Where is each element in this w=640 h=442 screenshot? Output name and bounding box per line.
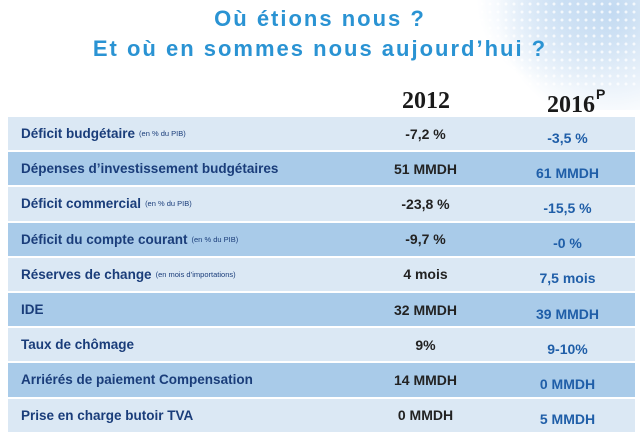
row-label: Déficit du compte courant (en % du PIB)	[21, 223, 238, 256]
column-header-2016-superscript: P	[596, 86, 606, 102]
indicators-table: Déficit budgétaire (en % du PIB) -7,2 % -…	[8, 117, 635, 434]
row-label-text: Déficit du compte courant	[21, 231, 188, 247]
row-label-note: (en % du PIB)	[139, 129, 186, 139]
value-2012: -23,8 %	[401, 195, 450, 212]
row-label-text: Prise en charge butoir TVA	[21, 407, 194, 423]
row-label: Prise en charge butoir TVA	[21, 399, 197, 432]
value-2016: -15,5 %	[543, 199, 592, 216]
value-2012: 14 MMDH	[393, 371, 457, 388]
value-2016: 5 MMDH	[539, 411, 596, 428]
row-label-text: Déficit commercial	[21, 196, 142, 212]
table-row: Arriérés de paiement Compensation 14 MMD…	[8, 363, 635, 399]
value-2016: 39 MMDH	[535, 305, 599, 322]
row-label: Déficit commercial (en % du PIB)	[21, 187, 192, 220]
row-label-note: (en mois d’importations)	[155, 269, 236, 279]
value-2016: 0 MMDH	[539, 375, 596, 392]
column-header-2016-year: 2016	[547, 92, 595, 118]
value-2016: -3,5 %	[547, 129, 588, 146]
value-2012: 9%	[415, 336, 436, 353]
value-2016: -0 %	[553, 235, 582, 252]
row-label: Dépenses d’investissement budgétaires	[21, 152, 282, 185]
table-row: Taux de chômage 9% 9-10%	[8, 328, 635, 364]
value-2012: 32 MMDH	[393, 301, 457, 318]
row-label: Déficit budgétaire (en % du PIB)	[21, 117, 186, 150]
table-row: Déficit budgétaire (en % du PIB) -7,2 % -…	[8, 117, 635, 153]
value-2012: 4 mois	[403, 266, 448, 283]
column-header-2012: 2012	[402, 88, 450, 114]
row-label-text: Taux de chômage	[21, 337, 135, 353]
row-label-text: Dépenses d’investissement budgétaires	[21, 161, 279, 177]
row-label: IDE	[21, 293, 48, 326]
value-2016: 61 MMDH	[535, 164, 599, 181]
table-row: Déficit commercial (en % du PIB) -23,8 % …	[8, 187, 635, 223]
row-label: Taux de chômage	[21, 328, 138, 361]
table-row: Déficit du compte courant (en % du PIB) -…	[8, 222, 635, 258]
row-label-text: Réserves de change	[21, 266, 152, 282]
value-2016: 9-10%	[547, 340, 588, 357]
table-row: Dépenses d’investissement budgétaires 51…	[8, 152, 635, 188]
dot-pattern-decoration	[470, 0, 640, 90]
table-row: Prise en charge butoir TVA 0 MMDH 5 MMDH	[8, 398, 635, 434]
row-label-text: Arriérés de paiement Compensation	[21, 372, 253, 388]
column-header-2016: 2016P	[547, 86, 605, 119]
row-label-note: (en % du PIB)	[191, 234, 239, 244]
row-label-text: Déficit budgétaire	[21, 126, 136, 142]
row-label: Réserves de change (en mois d’importation…	[21, 258, 236, 291]
page-title-line-1: Où étions nous ?	[214, 6, 426, 31]
value-2012: -9,7 %	[405, 231, 446, 248]
value-2016: 7,5 mois	[539, 270, 596, 287]
value-2012: 51 MMDH	[393, 160, 457, 177]
row-label-note: (en % du PIB)	[145, 199, 192, 209]
value-2012: -7,2 %	[405, 125, 446, 142]
row-label: Arriérés de paiement Compensation	[21, 363, 257, 396]
table-row: Réserves de change (en mois d’importation…	[8, 257, 635, 293]
value-2012: 0 MMDH	[397, 407, 454, 424]
page-title-line-2: Et où en sommes nous aujourd’hui ?	[92, 36, 548, 61]
row-label-text: IDE	[21, 302, 44, 318]
table-row: IDE 32 MMDH 39 MMDH	[8, 292, 635, 329]
